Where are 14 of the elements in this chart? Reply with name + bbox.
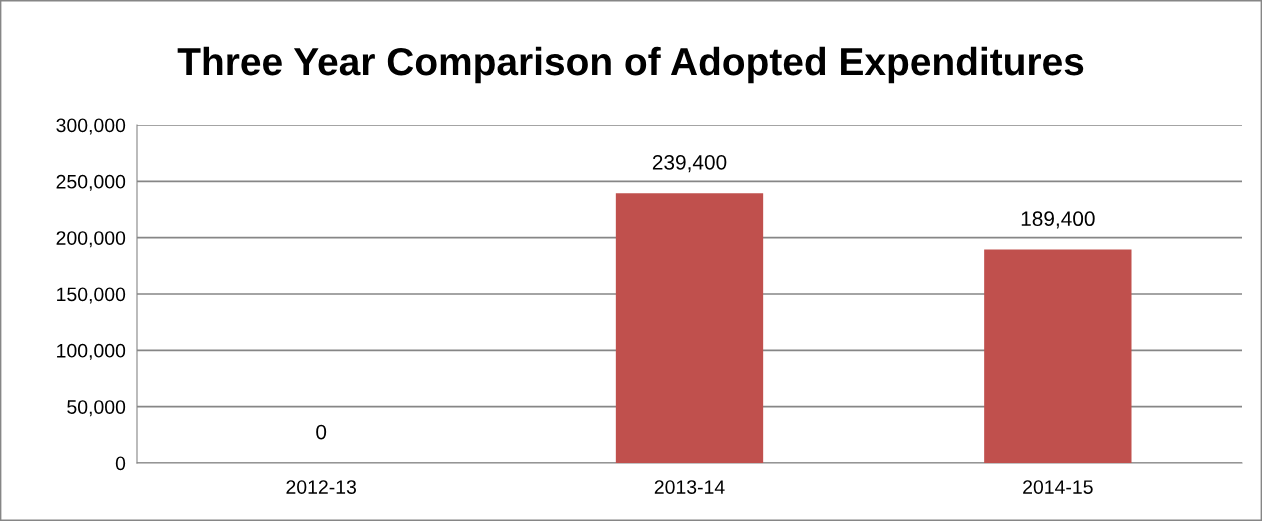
x-tick-label: 2012-13	[286, 480, 356, 494]
y-tick-label: 150,000	[57, 287, 126, 304]
x-tick-label: 2013-14	[654, 480, 725, 494]
y-tick-label: 0	[115, 456, 126, 471]
y-tick-label: 100,000	[57, 343, 126, 360]
y-tick-label: 50,000	[67, 400, 126, 417]
data-label: 189,400	[1021, 211, 1095, 229]
chart-title: Three Year Comparison of Adopted Expenditures	[177, 46, 1084, 84]
data-label: 0	[316, 424, 327, 440]
y-tick-label: 250,000	[56, 174, 126, 191]
x-tick-label: 2014-15	[1023, 480, 1093, 494]
data-label: 239,400	[652, 154, 727, 173]
y-tick-label: 200,000	[56, 231, 126, 248]
y-tick-label: 300,000	[56, 118, 126, 135]
